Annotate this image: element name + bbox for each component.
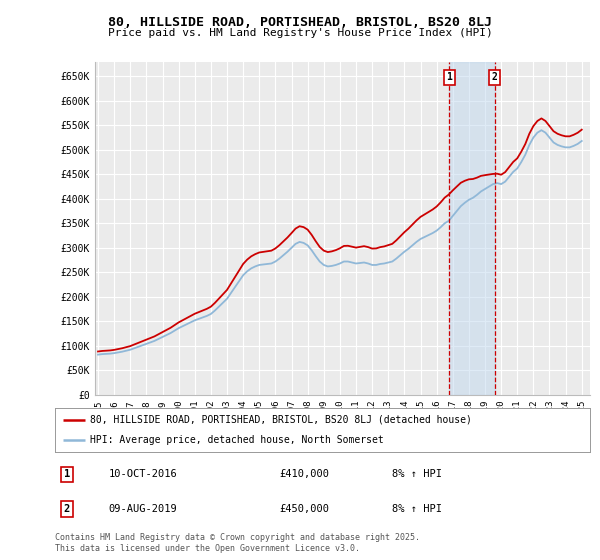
Text: 80, HILLSIDE ROAD, PORTISHEAD, BRISTOL, BS20 8LJ: 80, HILLSIDE ROAD, PORTISHEAD, BRISTOL, … — [108, 16, 492, 29]
Text: Price paid vs. HM Land Registry's House Price Index (HPI): Price paid vs. HM Land Registry's House … — [107, 28, 493, 38]
Text: 8% ↑ HPI: 8% ↑ HPI — [392, 469, 442, 479]
Text: HPI: Average price, detached house, North Somerset: HPI: Average price, detached house, Nort… — [90, 435, 383, 445]
Text: £410,000: £410,000 — [280, 469, 330, 479]
Text: 2: 2 — [492, 72, 497, 82]
Text: Contains HM Land Registry data © Crown copyright and database right 2025.
This d: Contains HM Land Registry data © Crown c… — [55, 533, 420, 553]
Text: £450,000: £450,000 — [280, 505, 330, 515]
Text: 1: 1 — [64, 469, 70, 479]
Text: 09-AUG-2019: 09-AUG-2019 — [109, 505, 178, 515]
Text: 1: 1 — [446, 72, 452, 82]
Text: 10-OCT-2016: 10-OCT-2016 — [109, 469, 178, 479]
Text: 80, HILLSIDE ROAD, PORTISHEAD, BRISTOL, BS20 8LJ (detached house): 80, HILLSIDE ROAD, PORTISHEAD, BRISTOL, … — [90, 415, 472, 425]
Text: 8% ↑ HPI: 8% ↑ HPI — [392, 505, 442, 515]
Text: 2: 2 — [64, 505, 70, 515]
